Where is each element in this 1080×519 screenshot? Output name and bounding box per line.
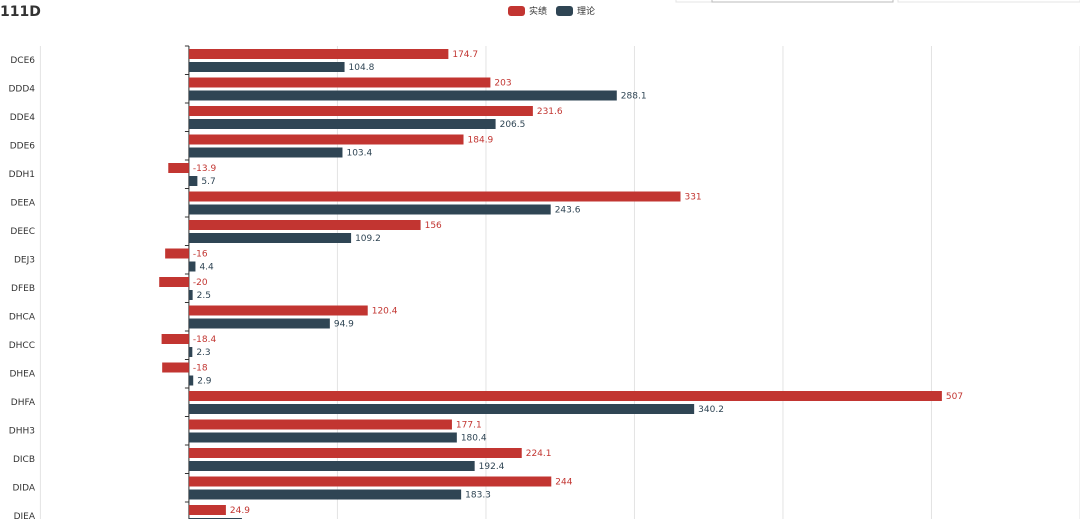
bar [188, 191, 681, 202]
legend: 实绩 理论 [508, 5, 595, 17]
y-tick-label: DHH3 [9, 426, 35, 436]
bar [188, 318, 330, 329]
value-label: -18.4 [193, 335, 217, 345]
value-label: 180.4 [461, 434, 487, 444]
y-tick-label: DCE6 [10, 56, 35, 66]
y-tick-label: DFEB [11, 284, 35, 294]
bar [188, 147, 343, 158]
y-tick-label: DHEA [9, 369, 35, 379]
bar [188, 220, 421, 230]
value-label: 192.4 [479, 462, 505, 472]
bar [162, 362, 189, 373]
bar [188, 176, 198, 186]
value-label: 24.9 [230, 506, 250, 516]
y-tick-label: DEEC [10, 227, 35, 237]
y-tick-label: DICB [13, 455, 35, 465]
bar [188, 90, 617, 101]
bar [188, 489, 462, 500]
legend-swatch [556, 6, 573, 16]
y-tick-label: DEJ3 [14, 255, 35, 265]
bar [188, 77, 491, 88]
y-tick-label: DDE6 [10, 141, 36, 151]
y-tick-label: DDD4 [8, 84, 35, 94]
value-label: 2.9 [197, 377, 212, 387]
bar [188, 347, 193, 357]
value-label: 340.2 [698, 405, 724, 415]
value-label: 2.5 [197, 291, 211, 301]
bar [161, 334, 189, 344]
value-label: 331 [684, 193, 701, 203]
toolbar-box [675, 0, 713, 3]
value-label: 4.4 [199, 263, 214, 273]
value-label: 243.6 [555, 206, 581, 216]
value-label: 177.1 [456, 421, 482, 431]
value-label: 206.5 [500, 120, 526, 130]
y-tick-label: DHCC [9, 341, 35, 351]
value-label: 288.1 [621, 92, 647, 102]
value-label: -13.9 [193, 164, 217, 174]
value-label: 94.9 [334, 320, 354, 330]
bar [188, 375, 194, 386]
value-label: 183.3 [465, 491, 491, 501]
y-tick-label: DIEA [14, 512, 36, 519]
y-tick-label: DDH1 [9, 170, 35, 180]
value-label: 224.1 [526, 449, 552, 459]
bar [188, 290, 193, 300]
bar [188, 461, 475, 471]
bar [188, 119, 496, 129]
value-label: 174.7 [452, 50, 478, 60]
bar [188, 505, 226, 515]
value-label: 203 [494, 79, 511, 89]
search-input[interactable] [711, 0, 894, 3]
bar [188, 49, 449, 59]
value-label: -20 [193, 278, 208, 288]
value-label: 5.7 [201, 177, 215, 187]
bar [188, 448, 522, 458]
bar [188, 476, 552, 487]
bar [188, 106, 533, 116]
legend-label: 实绩 [529, 5, 547, 17]
chart-title: 111D [0, 4, 41, 20]
toolbar-box [897, 0, 1080, 3]
y-tick-label: DHFA [11, 398, 36, 408]
bar [188, 204, 551, 215]
value-label: 103.4 [346, 149, 372, 159]
y-tick-label: DDE4 [10, 113, 36, 123]
value-label: 184.9 [468, 136, 494, 146]
bar [188, 261, 196, 272]
value-label: 2.3 [196, 348, 210, 358]
value-label: 244 [555, 478, 572, 488]
value-label: 120.4 [372, 307, 398, 317]
value-label: -18 [193, 364, 208, 374]
bar [188, 391, 942, 401]
bar [188, 419, 452, 430]
legend-label: 理论 [577, 5, 595, 17]
bar [159, 277, 189, 287]
bar [188, 233, 352, 243]
bar [188, 432, 457, 443]
value-label: 109.2 [355, 234, 381, 244]
y-tick-label: DHCA [9, 312, 36, 322]
bar [188, 404, 695, 414]
bar [188, 62, 345, 72]
bar [168, 163, 189, 173]
value-label: -16 [193, 250, 208, 260]
bar [188, 305, 368, 316]
y-tick-label: DIDA [12, 483, 35, 493]
value-label: 156 [425, 221, 442, 231]
bar [188, 134, 464, 145]
y-tick-label: DEEA [11, 198, 36, 208]
value-label: 104.8 [349, 63, 375, 73]
bar [165, 248, 189, 259]
value-label: 507 [946, 392, 963, 402]
legend-swatch [508, 6, 525, 16]
value-label: 231.6 [537, 107, 563, 117]
